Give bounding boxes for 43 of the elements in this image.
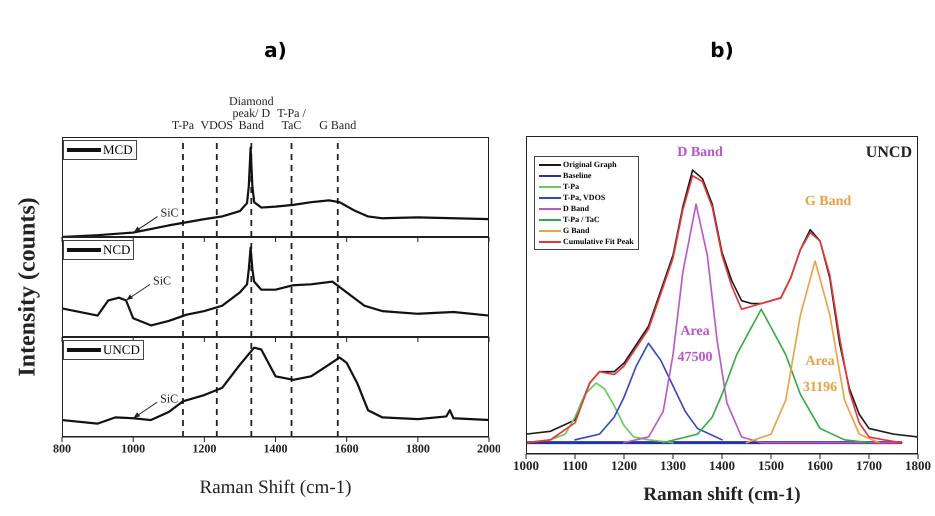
y-axis-title: Intensity (counts) (14, 197, 42, 377)
x-tick-label: 1800 (406, 442, 430, 456)
legend-label: Cumulative Fit Peak (563, 236, 634, 247)
x-tick-label: 1100 (562, 458, 588, 474)
legend-label: D Band (563, 203, 590, 214)
annotation: SiC (160, 206, 179, 220)
annotation: SiC (160, 391, 178, 406)
annotation: Area 47500 (678, 323, 712, 367)
chart-title: b) (709, 38, 735, 62)
x-tick-label: 1600 (334, 442, 359, 456)
annotation: G Band (804, 193, 852, 211)
legend-label: T-Pa, VDOS (563, 192, 606, 203)
x-tick-label: 800 (53, 442, 71, 456)
chart-title: a) (263, 38, 288, 62)
legend-label: T-Pa (563, 181, 580, 192)
legend-label: MCD (103, 142, 133, 158)
legend-label: G Band (563, 225, 590, 236)
x-axis-title: Raman shift (cm-1) (642, 484, 802, 506)
legend-label: Baseline (563, 170, 592, 181)
ref-line-label: T-Pa (172, 118, 195, 132)
x-tick-label: 1400 (264, 442, 288, 456)
x-tick-label: 1800 (905, 458, 931, 474)
text: D Band (677, 144, 723, 162)
annotation: SiC (153, 273, 172, 288)
x-axis-title: Raman Shift (cm-1) (198, 477, 352, 499)
annotation: Area 31196 (802, 353, 838, 397)
x-tick-label: 1200 (192, 442, 216, 456)
x-tick-label: 1200 (611, 458, 637, 474)
x-tick-label: 1700 (856, 458, 882, 474)
legend-label: UNCD (103, 342, 140, 358)
ref-line-label: VDOS (200, 118, 234, 132)
legend-label: T-Pa / TaC (563, 214, 600, 225)
x-tick-label: 1600 (807, 458, 833, 474)
x-tick-label: 1000 (513, 458, 539, 474)
ref-line-label: T-Pa / TaC (277, 106, 306, 132)
legend-label: NCD (103, 242, 130, 258)
ref-line-label: G Band (319, 118, 356, 132)
legend-label: Original Graph (563, 159, 617, 170)
text: UNCD (866, 143, 912, 163)
x-tick-label: 1300 (660, 458, 686, 474)
x-tick-label: 1000 (121, 442, 146, 456)
x-tick-label: 1500 (758, 458, 784, 474)
x-tick-label: 1400 (709, 458, 735, 474)
